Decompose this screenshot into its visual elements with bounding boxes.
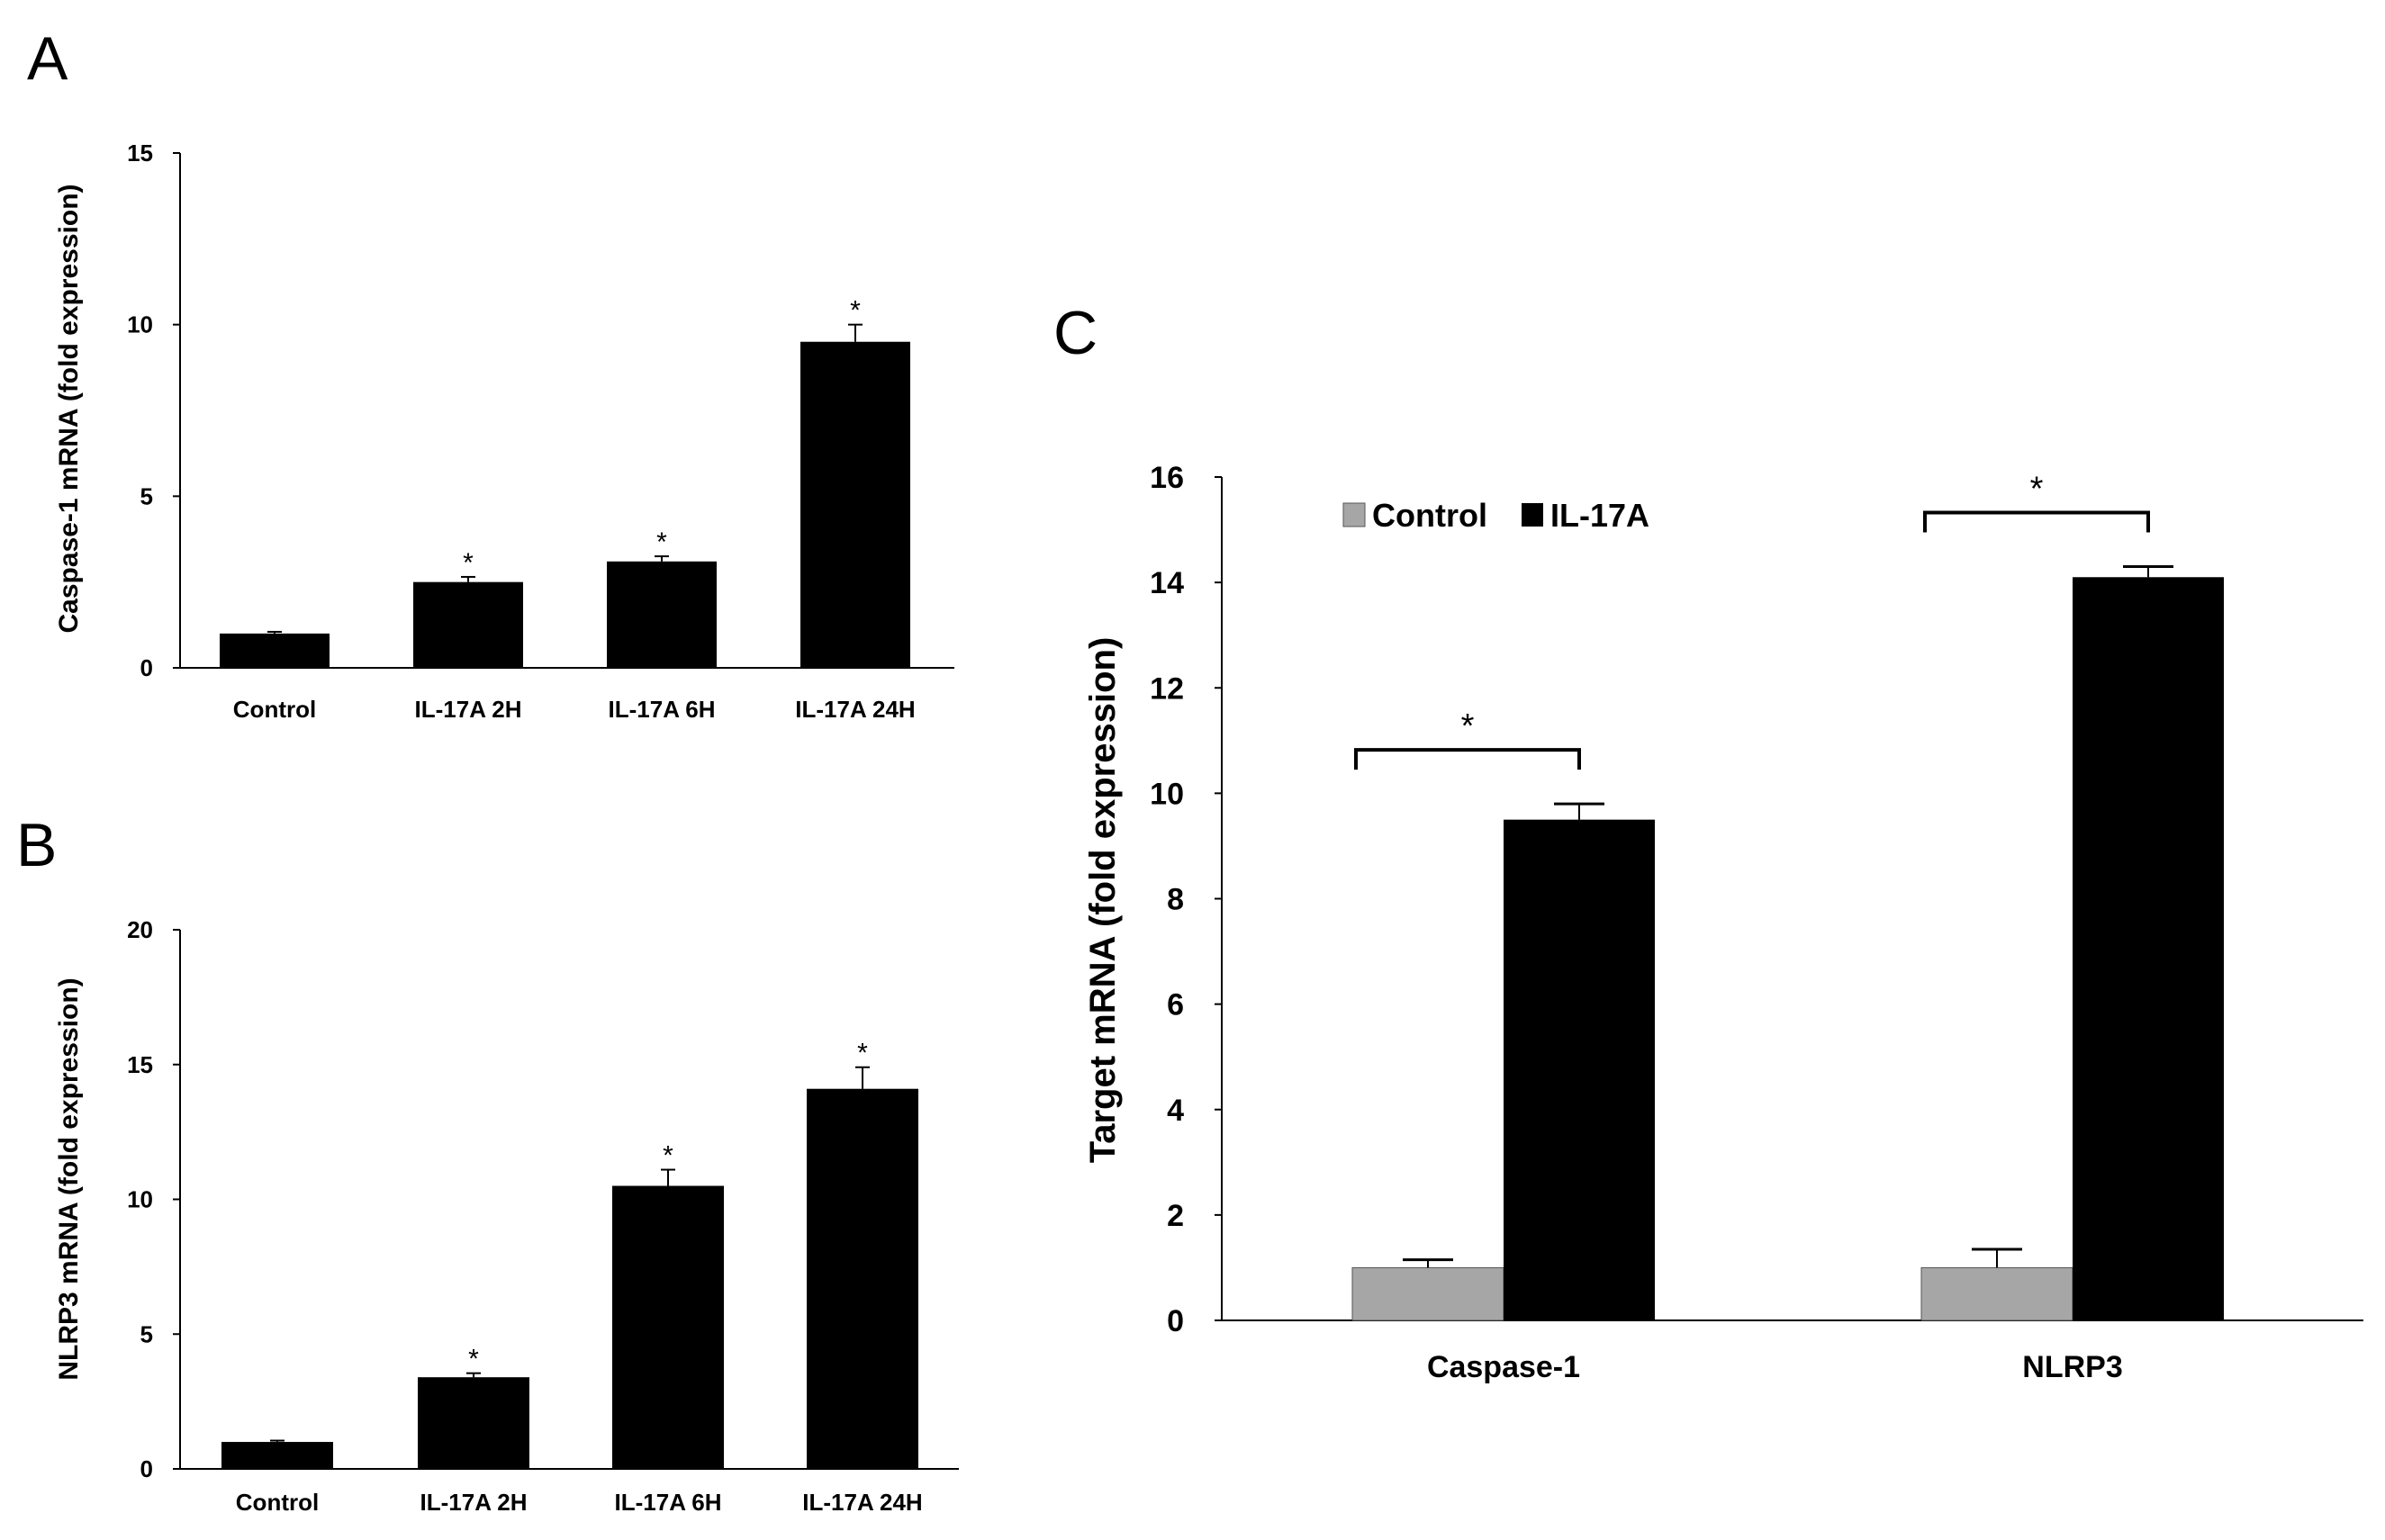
significance-marker: * — [463, 548, 474, 578]
x-tick-label: IL-17A 24H — [802, 1489, 922, 1516]
x-tick-label: IL-17A 24H — [795, 696, 915, 723]
legend-swatch-control — [1342, 502, 1366, 527]
x-tick-label: Control — [233, 696, 316, 723]
significance-marker: * — [2030, 471, 2044, 509]
significance-bracket — [1923, 510, 2150, 533]
bar — [418, 1377, 529, 1469]
bar — [612, 1185, 724, 1469]
significance-marker: * — [468, 1345, 479, 1374]
bar — [807, 1088, 918, 1469]
legend-label-control: Control — [1372, 497, 1487, 534]
chart-panel-c: Target mRNA (fold expression) Control IL… — [1083, 461, 2363, 1384]
y-tick-label: 14 — [1150, 566, 1184, 600]
significance-marker: * — [1461, 707, 1475, 745]
bar — [220, 633, 330, 668]
significance-bracket — [1354, 748, 1581, 770]
significance-marker: * — [857, 1039, 868, 1068]
y-tick-label: 5 — [140, 1320, 153, 1347]
x-tick-label: NLRP3 — [2022, 1350, 2122, 1384]
bar — [1351, 1266, 1504, 1321]
y-tick-label: 20 — [127, 916, 153, 943]
y-tick-label: 0 — [140, 654, 153, 681]
y-tick-label: 10 — [1150, 777, 1184, 811]
bar — [413, 581, 523, 668]
panel-label-b: B — [16, 811, 57, 879]
y-axis-title-c: Target mRNA (fold expression) — [1083, 637, 1123, 1164]
panel-label-c: C — [1053, 299, 1098, 367]
y-tick-label: 5 — [140, 482, 153, 509]
chart-panel-a: Caspase-1 mRNA (fold expression) 0 5 10 15 C… — [54, 140, 954, 723]
y-tick-label: 10 — [127, 311, 153, 338]
x-tick-label: Control — [236, 1489, 319, 1516]
x-tick-label: IL-17A 2H — [415, 696, 522, 723]
chart-panel-b: NLRP3 mRNA (fold expression) 0 5 10 15 20 Con… — [54, 916, 959, 1516]
y-tick-label: 0 — [140, 1455, 153, 1482]
legend-label-il17a: IL-17A — [1550, 497, 1649, 534]
legend: Control IL-17A — [1342, 497, 1649, 534]
y-tick-label: 12 — [1150, 671, 1184, 706]
bar — [1504, 819, 1655, 1320]
y-tick-label: 2 — [1167, 1199, 1184, 1233]
y-tick-label: 15 — [127, 140, 153, 167]
y-tick-label: 4 — [1167, 1094, 1184, 1128]
y-axis-title-a: Caspase-1 mRNA (fold expression) — [54, 184, 84, 633]
y-tick-label: 6 — [1167, 988, 1184, 1022]
x-tick-label: Caspase-1 — [1427, 1350, 1580, 1384]
x-tick-label: IL-17A 6H — [615, 1489, 722, 1516]
significance-marker: * — [656, 527, 667, 557]
y-axis-title-b: NLRP3 mRNA (fold expression) — [54, 977, 84, 1380]
bar — [800, 341, 910, 668]
significance-marker: * — [663, 1141, 673, 1171]
x-tick-label: IL-17A 2H — [420, 1489, 528, 1516]
panel-label-a: A — [27, 24, 68, 93]
significance-marker: * — [850, 296, 861, 326]
bar — [221, 1442, 333, 1469]
y-tick-label: 0 — [1167, 1304, 1184, 1338]
x-tick-label: IL-17A 6H — [609, 696, 716, 723]
bar — [1920, 1266, 2073, 1321]
y-tick-label: 15 — [127, 1051, 153, 1078]
bar — [2073, 577, 2224, 1320]
y-tick-label: 8 — [1167, 883, 1184, 917]
bar — [607, 561, 717, 668]
y-tick-label: 10 — [127, 1186, 153, 1213]
y-tick-label: 16 — [1150, 461, 1184, 495]
legend-swatch-il17a — [1522, 503, 1543, 527]
